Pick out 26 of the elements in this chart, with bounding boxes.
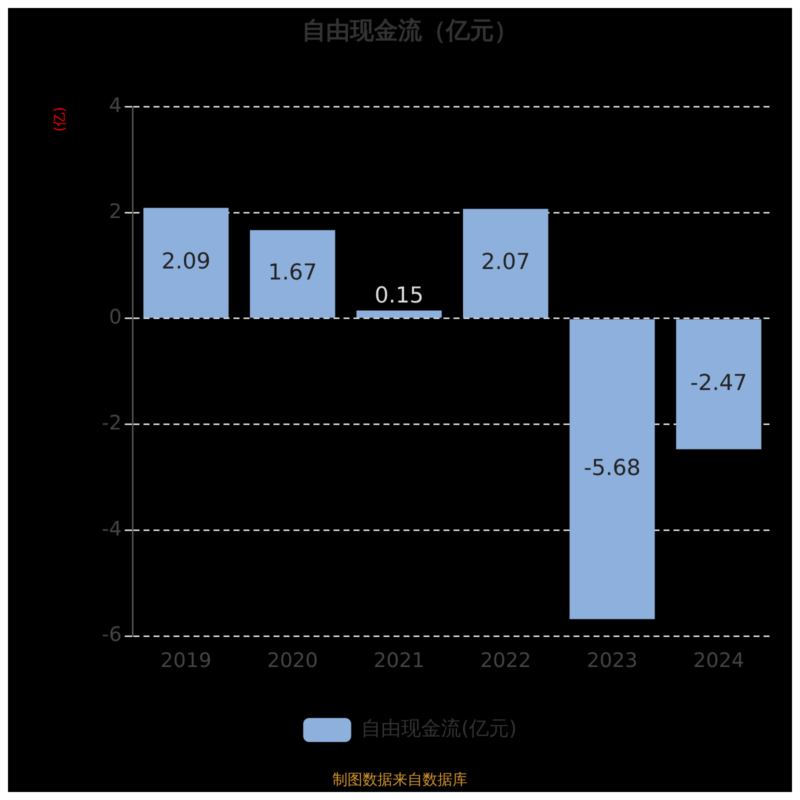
- y-tick-label: 0: [109, 304, 122, 329]
- data-label: -2.47: [690, 370, 748, 396]
- y-tick-label: -6: [102, 622, 122, 646]
- data-label: -5.68: [584, 456, 641, 481]
- bar: [356, 310, 442, 318]
- x-tick-label: 2022: [480, 648, 532, 672]
- y-axis-title: (亿): [52, 106, 68, 132]
- data-label: 1.67: [268, 260, 318, 286]
- data-label: 2.07: [481, 250, 530, 276]
- x-tick-label: 2019: [160, 648, 212, 672]
- y-tick-label: 2: [109, 198, 122, 223]
- bar: [676, 319, 762, 450]
- x-tick-label: 2020: [267, 648, 318, 672]
- y-tick-label: 4: [109, 93, 122, 118]
- x-tick-label: 2021: [374, 648, 425, 672]
- bar: [570, 319, 655, 620]
- bar: [143, 208, 229, 318]
- y-tick-label: -2: [102, 410, 122, 435]
- bar: [250, 230, 336, 318]
- text: 制图数据来自数据库: [332, 770, 468, 788]
- x-tick-label: 2023: [586, 648, 638, 672]
- bar: [463, 208, 548, 318]
- y-tick-label: -4: [102, 516, 122, 540]
- data-label: 2.09: [162, 250, 211, 275]
- data-label: 0.15: [374, 283, 424, 308]
- x-tick-label: 2024: [693, 648, 744, 672]
